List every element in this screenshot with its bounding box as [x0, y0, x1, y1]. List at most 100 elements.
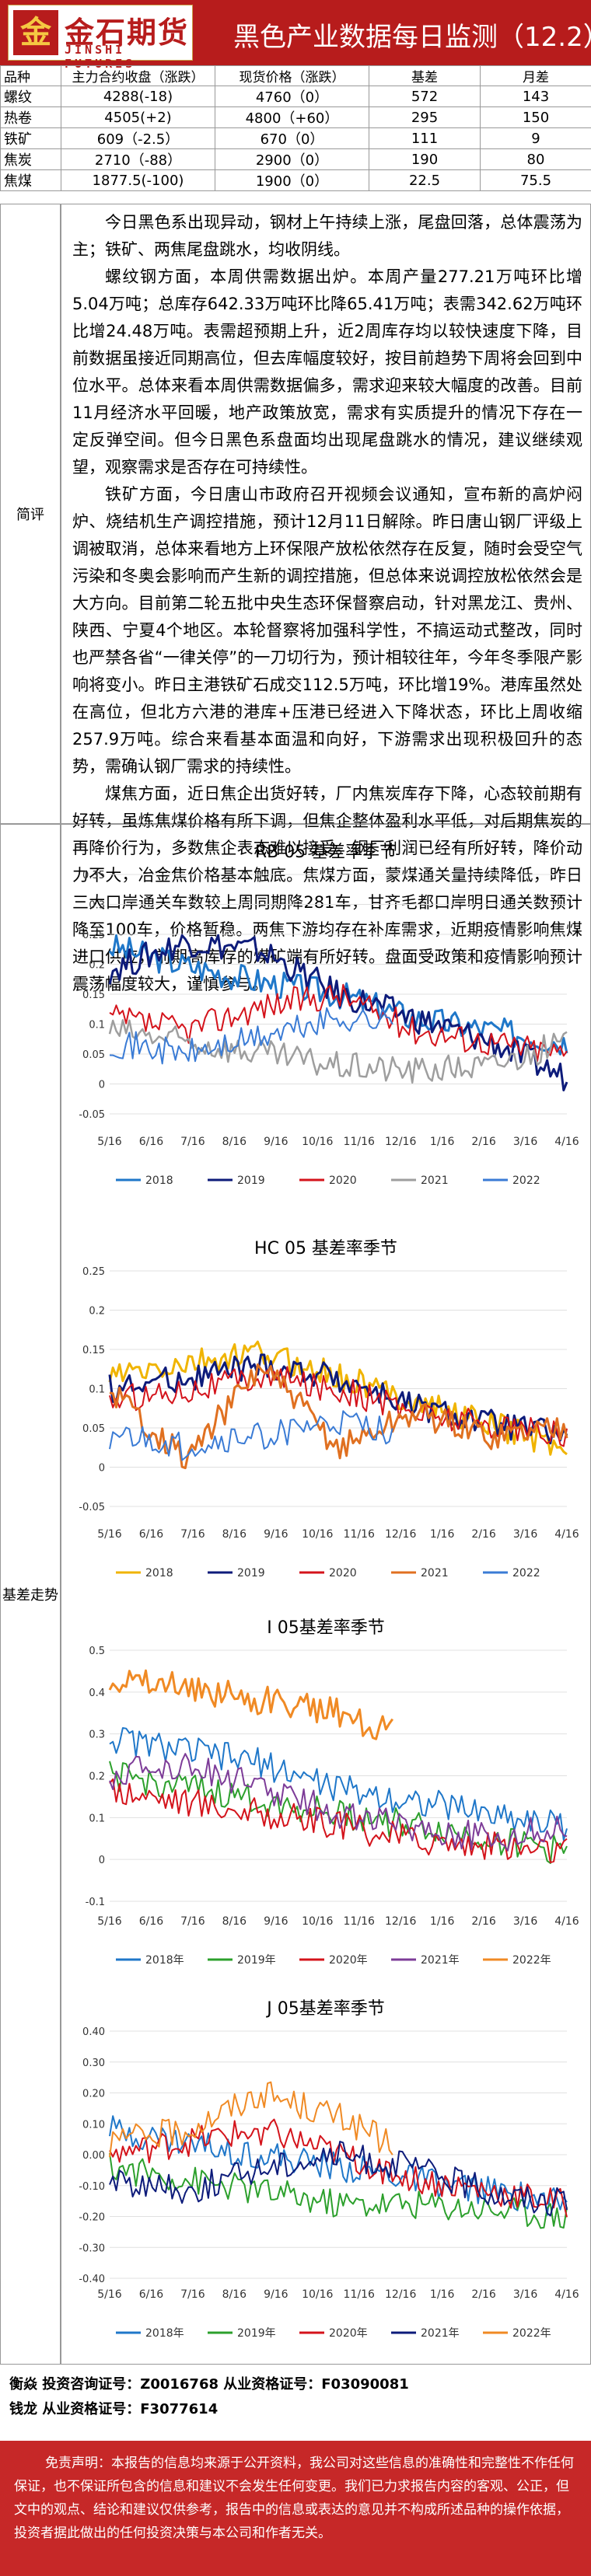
y-tick-label: 0.25 [82, 930, 105, 941]
chart-hc05: HC 05 基差率季节 0.25 0.2 0.15 0.1 0.05 0 -0.05 5/16 6… [61, 1230, 590, 1602]
summary-section: 今日黑色系出现异动，钢材上午持续上涨，尾盘回落，总体震荡为主；铁矿、两焦尾盘跳水… [61, 204, 591, 993]
y-tick-label: 0.10 [82, 2119, 105, 2131]
table-cell: 609（-2.5） [61, 127, 215, 149]
y-tick-label: 0 [99, 1855, 105, 1866]
y-tick-label: 0.2 [89, 960, 105, 972]
table-cell: 80 [480, 148, 591, 170]
x-tick-label: 8/16 [222, 1915, 247, 1928]
x-tick-label: 4/16 [554, 2288, 579, 2301]
x-tick-label: 3/16 [513, 1136, 538, 1148]
basis-charts-section: RB 05 基差率季节 0.35 0.3 0.25 0.2 0.15 0.1 0.05 0 -0.… [61, 824, 591, 2365]
y-tick-label: 0 [99, 1080, 105, 1091]
x-tick-label: 8/16 [222, 1136, 247, 1148]
table-cell: 热卷 [0, 106, 61, 128]
x-tick-label: 11/16 [344, 1915, 375, 1928]
y-tick-label: 0.3 [89, 1730, 105, 1741]
x-tick-label: 4/16 [554, 1136, 579, 1148]
series-line [109, 2141, 568, 2217]
legend-label: 2022 [512, 1567, 540, 1579]
x-tick-label: 3/16 [513, 2288, 538, 2301]
y-tick-label: 0.30 [82, 2058, 105, 2069]
series-line [109, 1753, 568, 1852]
table-cell: 22.5 [369, 169, 481, 191]
legend-label: 2022年 [512, 1954, 551, 1967]
x-tick-label: 9/16 [264, 1528, 289, 1541]
x-tick-label: 11/16 [344, 2288, 375, 2301]
table-row: 焦煤 1877.5(-100) 1900（0） 22.5 75.5 [0, 169, 591, 191]
table-cell: 4288(-18) [61, 86, 215, 107]
y-tick-label: -0.05 [79, 1109, 105, 1121]
legend-label: 2018 [145, 1567, 173, 1579]
series-line [109, 1727, 568, 1841]
table-header-row: 品种 主力合约收盘（涨跌） 现货价格（涨跌） 基差 月差 [0, 65, 591, 86]
y-tick-label: 0.4 [89, 1688, 105, 1699]
series-line [108, 1019, 568, 1084]
x-tick-label: 1/16 [430, 1528, 455, 1541]
y-tick-label: 0 [99, 1463, 105, 1475]
legend-label: 2019年 [237, 2327, 276, 2340]
series-line [109, 1363, 568, 1470]
series-line [109, 1410, 393, 1461]
legend-label: 2018 [145, 1175, 173, 1187]
y-tick-label: 0.35 [82, 870, 105, 881]
series-line [109, 2115, 568, 2216]
y-tick-label: -0.40 [79, 2274, 105, 2285]
x-tick-label: 12/16 [385, 2288, 416, 2301]
table-cell: 670（0） [215, 127, 369, 149]
x-tick-label: 12/16 [385, 1915, 416, 1928]
series-line [109, 983, 568, 1063]
chart-title: RB 05 基差率季节 [255, 843, 397, 862]
table-cell: 铁矿 [0, 127, 61, 149]
x-tick-label: 7/16 [180, 1915, 205, 1928]
x-tick-label: 8/16 [222, 1528, 247, 1541]
x-tick-label: 4/16 [554, 1528, 579, 1541]
y-tick-label: -0.30 [79, 2243, 105, 2254]
y-tick-label: 0.15 [82, 1345, 105, 1356]
x-tick-label: 12/16 [385, 1136, 416, 1148]
x-tick-label: 6/16 [139, 1915, 164, 1928]
table-cell: 2710（-88） [61, 148, 215, 170]
chart-rb05: RB 05 基差率季节 0.35 0.3 0.25 0.2 0.15 0.1 0.05 0 -0.… [61, 834, 590, 1223]
x-tick-label: 10/16 [302, 1136, 333, 1148]
x-tick-label: 10/16 [302, 2288, 333, 2301]
table-cell: 190 [369, 148, 481, 170]
y-tick-label: -0.10 [79, 2181, 105, 2193]
table-cell: 572 [369, 86, 481, 107]
column-header: 现货价格（涨跌） [215, 65, 369, 86]
legend-label: 2021 [421, 1175, 449, 1187]
analyst-line: 钱龙 从业资格证号：F3077614 [9, 2401, 219, 2417]
x-tick-label: 1/16 [430, 1915, 455, 1928]
chart-title: HC 05 基差率季节 [254, 1239, 397, 1258]
table-cell: 4760（0） [215, 86, 369, 107]
x-tick-label: 7/16 [180, 1136, 205, 1148]
table-cell: 4505(+2) [61, 106, 215, 128]
table-cell: 75.5 [480, 169, 591, 191]
y-tick-label: 0.2 [89, 1771, 105, 1783]
series-line [108, 1353, 568, 1445]
x-tick-label: 8/16 [222, 2288, 247, 2301]
legend-label: 2020年 [329, 2327, 368, 2340]
table-cell: 9 [480, 127, 591, 149]
x-tick-label: 12/16 [385, 1528, 416, 1541]
legend-label: 2019 [237, 1175, 265, 1187]
x-tick-label: 2/16 [471, 1528, 496, 1541]
x-tick-label: 9/16 [264, 1915, 289, 1928]
table-cell: 1900（0） [215, 169, 369, 191]
y-tick-label: -0.20 [79, 2212, 105, 2224]
x-tick-label: 3/16 [513, 1915, 538, 1928]
y-tick-label: -0.05 [79, 1502, 105, 1513]
table-cell: 150 [480, 106, 591, 128]
logo-mark-icon: 金 [13, 10, 58, 55]
series-line [109, 2152, 568, 2229]
x-tick-label: 5/16 [97, 1915, 122, 1928]
column-header: 品种 [0, 65, 61, 86]
x-tick-label: 5/16 [97, 1136, 122, 1148]
series-line [109, 2081, 393, 2158]
y-tick-label: 0.05 [82, 1423, 105, 1435]
y-tick-label: 0.40 [82, 2026, 105, 2038]
y-tick-label: 0.05 [82, 1049, 105, 1061]
y-tick-label: 0.20 [82, 2089, 105, 2100]
column-header: 月差 [480, 65, 591, 86]
legend-label: 2020年 [329, 1954, 368, 1967]
x-tick-label: 10/16 [302, 1915, 333, 1928]
